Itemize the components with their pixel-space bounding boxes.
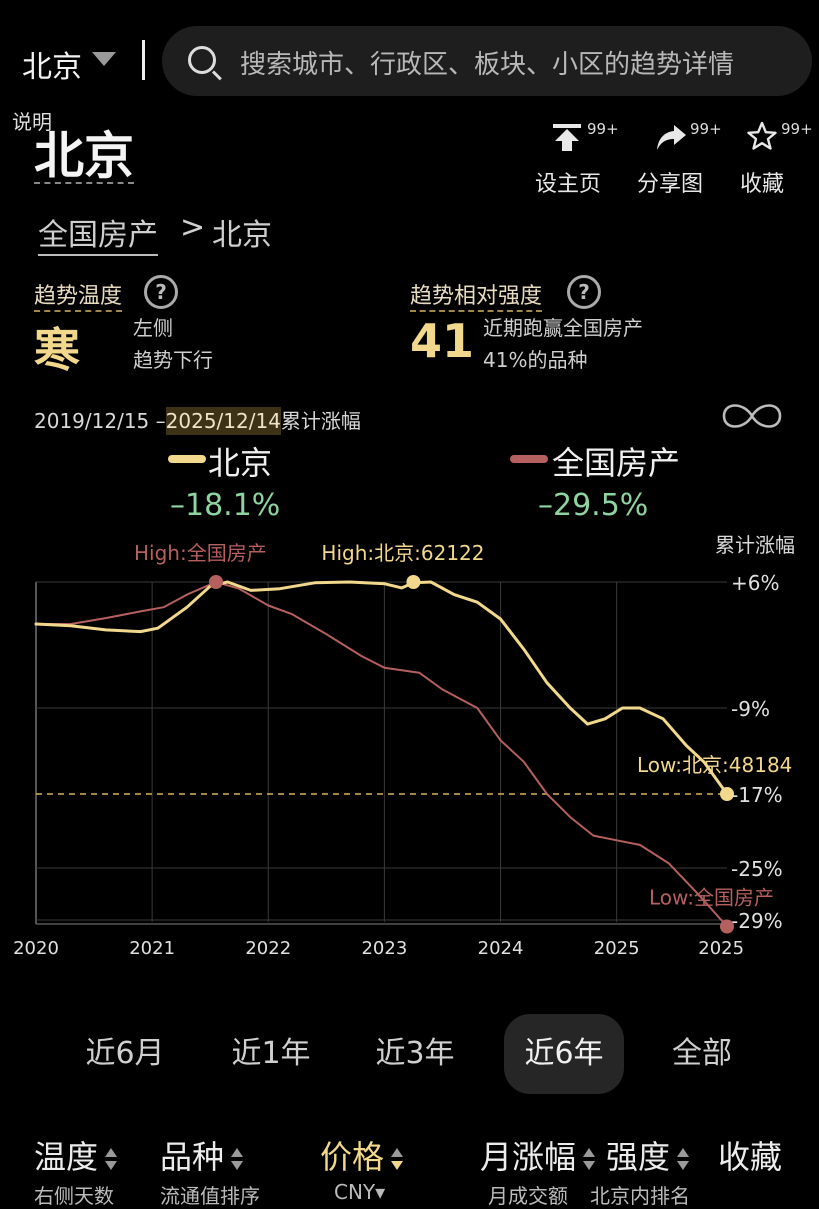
sort-icon: [582, 1146, 596, 1172]
temperature-desc-2: 趋势下行: [133, 348, 213, 372]
y-tick-label: -17%: [731, 783, 783, 807]
pin-homepage-label: 设主页: [534, 172, 601, 197]
range-end[interactable]: 2025/12/14: [165, 407, 281, 435]
breadcrumb-parent[interactable]: 全国房产: [38, 210, 158, 256]
share-badge: 99+: [690, 120, 722, 138]
strength-desc-1: 近期跑赢全国房产: [483, 316, 643, 340]
annotation-marker[interactable]: [720, 919, 734, 934]
sort-icon: [676, 1146, 690, 1172]
column-price-sub[interactable]: CNY▾: [334, 1180, 386, 1204]
trend-chart[interactable]: 累计涨幅 +6% -9% -17% -25% -29% 2020 2021 2022 2023 20…: [0, 520, 819, 990]
trend-temperature-label[interactable]: 趋势温度: [34, 278, 123, 312]
top-bar: 北京 搜索城市、行政区、板块、小区的趋势详情: [0, 0, 819, 100]
annotation-label: High:北京:62122: [321, 541, 484, 565]
legend-pct-beijing: –18.1%: [170, 488, 281, 523]
column-monthly-change-label: 月涨幅: [480, 1138, 577, 1176]
help-icon[interactable]: ?: [567, 275, 601, 309]
annotation-marker[interactable]: [406, 575, 421, 589]
annotation-marker[interactable]: [209, 575, 224, 589]
sort-icon: [390, 1146, 404, 1172]
annotation-label: Low:全国房产: [649, 886, 774, 910]
sort-icon: [104, 1146, 118, 1172]
trend-temperature-value: 寒: [34, 323, 80, 377]
column-monthly-change[interactable]: 月涨幅: [480, 1132, 596, 1178]
legend-name-national: 全国房产: [552, 444, 681, 482]
search-placeholder: 搜索城市、行政区、板块、小区的趋势详情: [240, 50, 735, 80]
temperature-desc-1: 左侧: [133, 316, 173, 340]
series-line-beijing[interactable]: [34, 580, 729, 796]
x-tick-label: 2024: [478, 938, 524, 959]
breadcrumb-separator: >: [180, 210, 206, 245]
date-range[interactable]: 2019/12/15 –2025/12/14累计涨幅: [34, 405, 361, 435]
favorite-badge: 99+: [781, 120, 813, 138]
y-tick-label: +6%: [731, 571, 780, 595]
y-tick-label: -25%: [731, 857, 783, 881]
range-dash: –: [155, 409, 166, 433]
range-suffix: 累计涨幅: [280, 409, 361, 433]
homepage-badge: 99+: [587, 120, 619, 138]
tab-3-years[interactable]: 近3年: [375, 1036, 455, 1071]
column-symbol-label: 品种: [160, 1138, 225, 1176]
explain-link[interactable]: 说明: [12, 110, 52, 134]
column-temperature-label: 温度: [34, 1138, 99, 1176]
x-tick-label: 2025: [594, 938, 640, 959]
strength-desc-2: 41%的品种: [483, 348, 588, 372]
favorite-label: 收藏: [739, 172, 784, 197]
star-icon: [747, 121, 777, 150]
x-tick-label: 2020: [13, 938, 59, 959]
search-icon[interactable]: [188, 46, 216, 74]
divider: [142, 40, 145, 80]
share-image-label: 分享图: [636, 172, 703, 197]
x-tick-label: 2021: [129, 938, 175, 959]
share-icon: [657, 125, 686, 150]
annotation-marker[interactable]: [720, 787, 734, 801]
annotation-label: Low:北京:48184: [637, 753, 792, 777]
legend-name-beijing: 北京: [208, 444, 273, 482]
annotation-label: High:全国房产: [134, 541, 267, 565]
column-price[interactable]: 价格: [320, 1132, 404, 1178]
column-favorite[interactable]: 收藏: [718, 1138, 783, 1176]
pin-top-icon: [553, 124, 581, 151]
page-title: 北京: [34, 127, 134, 185]
column-symbol-sub: 流通值排序: [160, 1184, 260, 1208]
column-symbol[interactable]: 品种: [160, 1132, 244, 1178]
sort-icon: [230, 1146, 244, 1172]
column-strength[interactable]: 强度: [606, 1132, 690, 1178]
y-tick-label: -9%: [731, 697, 770, 721]
series-line-national[interactable]: [35, 581, 728, 928]
tab-all[interactable]: 全部: [672, 1036, 732, 1071]
tab-1-year[interactable]: 近1年: [231, 1036, 311, 1071]
column-price-label: 价格: [320, 1138, 385, 1176]
city-selector[interactable]: 北京: [22, 50, 82, 85]
legend-swatch-national: [510, 455, 548, 463]
column-strength-label: 强度: [606, 1138, 671, 1176]
x-tick-label: 2022: [245, 938, 291, 959]
help-icon[interactable]: ?: [144, 275, 178, 309]
relative-strength-label[interactable]: 趋势相对强度: [410, 278, 543, 312]
y-tick-label: -29%: [731, 909, 783, 933]
column-temperature-sub: 右侧天数: [34, 1184, 114, 1208]
column-temperature[interactable]: 温度: [34, 1132, 118, 1178]
tab-6-years[interactable]: 近6年: [504, 1014, 624, 1094]
x-tick-label: 2025: [698, 938, 744, 959]
relative-strength-value: 41: [410, 314, 475, 368]
chevron-down-icon[interactable]: [92, 52, 116, 66]
search-input[interactable]: [162, 26, 812, 96]
column-monthly-change-sub: 月成交额: [488, 1184, 568, 1208]
infinity-icon[interactable]: [716, 396, 788, 436]
legend-swatch-beijing: [168, 455, 206, 463]
y-axis-title: 累计涨幅: [715, 533, 795, 557]
legend-pct-national: –29.5%: [538, 488, 649, 523]
column-strength-sub: 北京内排名: [590, 1184, 690, 1208]
tab-6-months[interactable]: 近6月: [85, 1036, 165, 1071]
breadcrumb-current: 北京: [212, 218, 272, 253]
range-start: 2019/12/15: [34, 409, 150, 433]
x-tick-label: 2023: [361, 938, 407, 959]
